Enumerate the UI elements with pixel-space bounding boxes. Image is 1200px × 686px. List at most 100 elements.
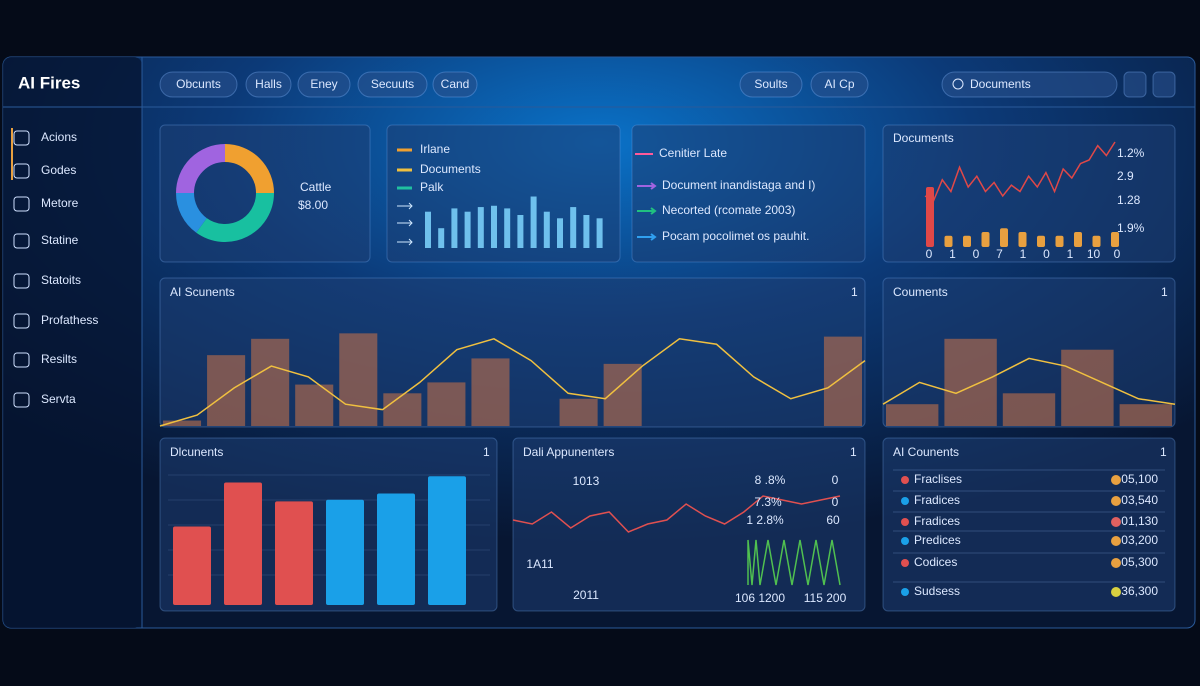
bar [1037,235,1045,247]
sidebar-item[interactable]: Statine [41,233,79,247]
sidebar-item[interactable]: Resilts [41,352,77,366]
row-name: Fraclises [914,472,962,486]
status-dot [1111,517,1121,527]
action-label[interactable]: Soults [754,77,787,91]
nav-label[interactable]: Eney [310,77,337,91]
chart-label: 1013 [573,474,600,488]
bar [425,211,431,248]
card-badge: 1 [1161,285,1168,299]
bar [504,208,511,248]
card-title: Dali Appunenters [523,445,614,459]
arrow [397,238,413,246]
bar [944,235,953,247]
row-value: 03,540 [1121,493,1158,507]
bar [823,336,862,426]
sidebar-item[interactable]: Profathess [41,313,98,327]
action-pill[interactable] [810,71,869,98]
nav-label[interactable]: Cand [441,77,470,91]
status-dot [1111,587,1121,597]
sidebar-item[interactable]: Godes [41,163,76,177]
row-dot [901,518,909,526]
scunents-card [159,277,866,428]
bar [471,358,510,426]
legend-label: Documents [420,162,481,176]
bar [963,235,971,247]
action-label[interactable]: AI Cp [824,77,854,91]
nav-pill[interactable] [297,71,351,98]
bar [428,476,466,605]
sidebar-item[interactable]: Servta [41,392,76,406]
sidebar-icon [13,392,30,408]
bar [163,420,202,426]
arrow [397,219,413,227]
sidebar-icon [13,273,30,289]
icon-button[interactable] [1152,71,1176,98]
nav-label[interactable]: Obcunts [176,77,221,91]
bar [1061,349,1114,426]
nav-pill[interactable] [357,71,428,98]
bar [427,382,466,426]
nav-label[interactable]: Halls [255,77,282,91]
card-title: Couments [893,285,948,299]
donut-segment [196,192,274,242]
row-name: Fradices [914,493,960,507]
nav-pill[interactable] [432,71,478,98]
row-value: 36,300 [1121,584,1158,598]
bar [275,501,313,605]
row-value: 05,100 [1121,472,1158,486]
sidebar-item[interactable]: Statoits [41,273,81,287]
bar [339,333,378,426]
card-badge: 1 [851,285,858,299]
card-title: AI Counents [893,445,959,459]
donut-segment [176,144,226,194]
bar [251,338,290,426]
search-text[interactable]: Documents [970,77,1031,91]
nav-pill[interactable] [245,71,292,98]
sidebar [3,57,142,628]
bar [477,207,484,248]
status-dot [1111,558,1121,568]
bar [1111,232,1119,247]
axis-label: 1 [949,247,956,261]
chart-label: 0 [832,495,839,509]
active-marker [11,128,13,180]
bar [1000,228,1008,247]
action-pill[interactable] [739,71,803,98]
card-badge: 1 [850,445,857,459]
row-value: 05,300 [1121,555,1158,569]
sidebar-icon [13,163,30,179]
line [924,141,1116,202]
bar [557,218,563,248]
notes-title: Cenitier Late [659,146,727,160]
bar [295,384,334,426]
bar [583,215,590,248]
axis-label: 1 [1067,247,1074,261]
glyph-line [747,539,841,586]
sidebar-item[interactable]: Acions [41,130,77,144]
chart-label: 1 2.8% [746,513,784,527]
sidebar-item[interactable]: Metore [41,196,79,210]
bar [559,398,598,426]
axis-label: 0 [1114,247,1121,261]
sidebar-icon [13,352,30,368]
chart-label: 60 [826,513,840,527]
donut-segment [224,144,274,194]
bar [886,404,939,426]
line [512,495,841,533]
card-badge: 1 [483,445,490,459]
bar [1002,393,1056,426]
row-dot [901,476,909,484]
bar [438,228,445,248]
search-icon [952,78,964,90]
status-dot [1111,496,1121,506]
nav-label[interactable]: Secuuts [371,77,414,91]
curve [882,357,1176,405]
search-box[interactable] [941,71,1118,98]
bar [464,211,471,248]
icon-button[interactable] [1123,71,1147,98]
row-name: Fradices [914,514,960,528]
value-label: 1.9% [1117,221,1145,235]
sidebar-icon [13,130,30,146]
nav-pill[interactable] [159,71,238,98]
